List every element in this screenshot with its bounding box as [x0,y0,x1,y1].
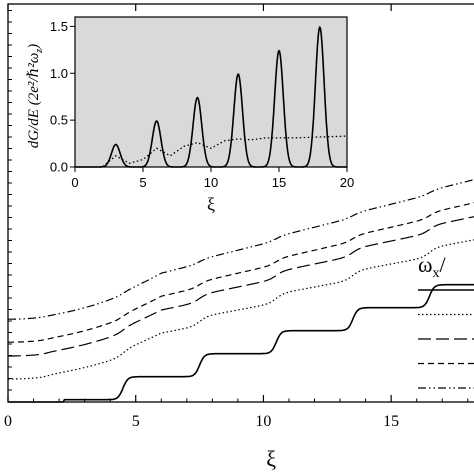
inset-y-label-subscript: z [34,49,45,54]
main-series-dash-dot-dot [8,179,474,320]
legend-title-suffix: / [439,252,446,277]
main-x-tick-label: 10 [255,413,271,430]
main-series-group [8,179,474,403]
main-axes: 0 5 10 15 [4,4,469,430]
legend-samples [418,289,474,389]
main-x-tick-label: 0 [4,413,12,430]
inset-x-axis-label: ξ [207,194,215,214]
inset-x-tick-label: 5 [139,175,146,190]
inset-y-axis-label: dG/dE (2e²/ℏ²ωz) [26,44,45,148]
inset-x-tick-label: 20 [340,175,354,190]
main-x-tick-label: 15 [383,413,399,430]
main-plot-frame [7,3,474,403]
legend: ωx/ [418,252,474,389]
legend-title-subscript: x [432,266,439,281]
inset-y-tick-label: 0.5 [50,113,68,128]
main-x-axis-label: ξ [266,446,276,471]
main-series-dotted [8,239,474,380]
inset-x-tick-label: 10 [204,175,218,190]
inset-background [75,17,347,167]
main-series-solid [8,283,474,403]
main-series-short-dash [8,202,474,343]
inset-x-tick-label: 0 [71,175,78,190]
inset-y-tick-label: 0.0 [50,160,68,175]
inset-y-label-suffix: ) [26,44,42,50]
inset-plot: 0 5 10 15 20 0.0 0.5 1.0 1.5 ξ dG/dE (2e²/ℏ²ωz) [26,16,354,214]
inset-y-tick-label: 1.0 [50,66,68,81]
main-series-long-dash [8,216,474,357]
inset-axes: 0 5 10 15 20 0.0 0.5 1.0 1.5 [50,19,354,190]
main-plot: 0 5 10 15 ξ ωx/ [4,3,474,471]
main-x-tick-label: 5 [132,413,140,430]
legend-title: ωx/ [418,252,446,281]
legend-title-omega: ω [418,252,432,277]
inset-y-label-main: dG/dE (2e²/ℏ²ω [26,53,42,148]
inset-y-tick-label: 1.5 [50,19,68,34]
inset-x-tick-label: 15 [272,175,286,190]
